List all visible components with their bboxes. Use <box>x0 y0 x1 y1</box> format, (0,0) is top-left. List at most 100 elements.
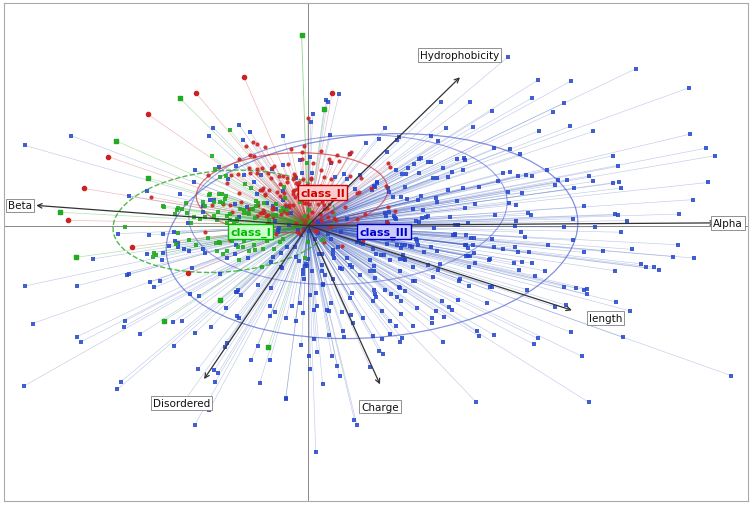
Point <box>504 145 516 154</box>
Point <box>156 202 168 210</box>
Point <box>322 186 334 194</box>
Point <box>472 327 484 335</box>
Point <box>211 247 223 256</box>
Point <box>302 238 314 246</box>
Point <box>393 284 405 292</box>
Point <box>488 244 500 252</box>
Point <box>318 238 330 246</box>
Point <box>465 235 477 243</box>
Point <box>438 314 450 322</box>
Point <box>333 158 345 166</box>
Point <box>158 317 170 325</box>
Point <box>232 243 244 251</box>
Point <box>299 255 311 263</box>
Point <box>299 261 311 269</box>
Point <box>297 176 309 184</box>
Point <box>219 343 231 351</box>
Point <box>510 201 522 210</box>
Point <box>435 99 447 107</box>
Point <box>312 229 324 237</box>
Point <box>141 250 153 259</box>
Point <box>597 248 609 256</box>
Point <box>426 274 438 282</box>
Point <box>311 348 323 356</box>
Point <box>306 267 318 275</box>
Point <box>578 286 590 294</box>
Point <box>399 257 411 265</box>
Point <box>444 214 456 222</box>
Point <box>382 185 394 193</box>
Point <box>467 242 479 250</box>
Point <box>459 241 472 249</box>
Point <box>320 96 332 105</box>
Point <box>576 352 588 361</box>
Point <box>488 145 500 153</box>
Point <box>19 142 31 150</box>
Point <box>274 239 287 247</box>
Point <box>280 395 292 403</box>
Point <box>381 218 393 226</box>
Point <box>384 188 396 196</box>
Point <box>390 323 402 331</box>
Point <box>488 331 500 339</box>
Point <box>211 217 223 225</box>
Point <box>293 229 305 237</box>
Point <box>462 252 474 261</box>
Point <box>418 249 430 257</box>
Point <box>317 280 329 288</box>
Point <box>526 94 538 103</box>
Point <box>266 165 278 173</box>
Point <box>310 227 322 235</box>
Point <box>283 204 295 212</box>
Point <box>339 194 351 202</box>
Point <box>381 219 393 227</box>
Point <box>174 95 186 104</box>
Point <box>609 267 621 275</box>
Point <box>473 333 485 341</box>
Point <box>285 146 297 154</box>
Point <box>293 299 305 308</box>
Point <box>287 201 299 210</box>
Point <box>453 277 465 285</box>
Point <box>338 203 350 211</box>
Point <box>308 236 320 244</box>
Point <box>368 268 380 276</box>
Point <box>251 213 263 221</box>
Point <box>244 184 256 192</box>
Point <box>299 213 311 221</box>
Point <box>311 227 323 235</box>
Point <box>441 125 453 133</box>
Point <box>567 215 579 223</box>
Point <box>264 231 276 239</box>
Point <box>274 180 286 188</box>
Point <box>458 155 470 163</box>
Point <box>376 335 388 343</box>
Point <box>219 195 231 203</box>
Point <box>287 188 299 196</box>
Point <box>255 230 267 238</box>
Point <box>346 289 358 297</box>
Point <box>612 163 624 171</box>
Point <box>367 298 379 306</box>
Point <box>244 128 256 136</box>
Point <box>547 109 559 117</box>
Point <box>313 251 325 259</box>
Point <box>484 283 496 291</box>
Point <box>174 191 186 199</box>
Point <box>256 185 268 193</box>
Point <box>306 209 318 217</box>
Point <box>338 171 350 179</box>
Point <box>189 421 201 429</box>
Point <box>395 297 407 305</box>
Point <box>558 283 570 291</box>
Point <box>347 319 359 327</box>
Point <box>375 251 387 259</box>
Point <box>365 186 378 194</box>
Point <box>609 211 621 219</box>
Point <box>581 285 593 293</box>
Point <box>647 264 660 272</box>
Point <box>468 200 481 208</box>
Point <box>158 204 170 212</box>
Point <box>217 250 229 259</box>
Point <box>190 241 202 249</box>
